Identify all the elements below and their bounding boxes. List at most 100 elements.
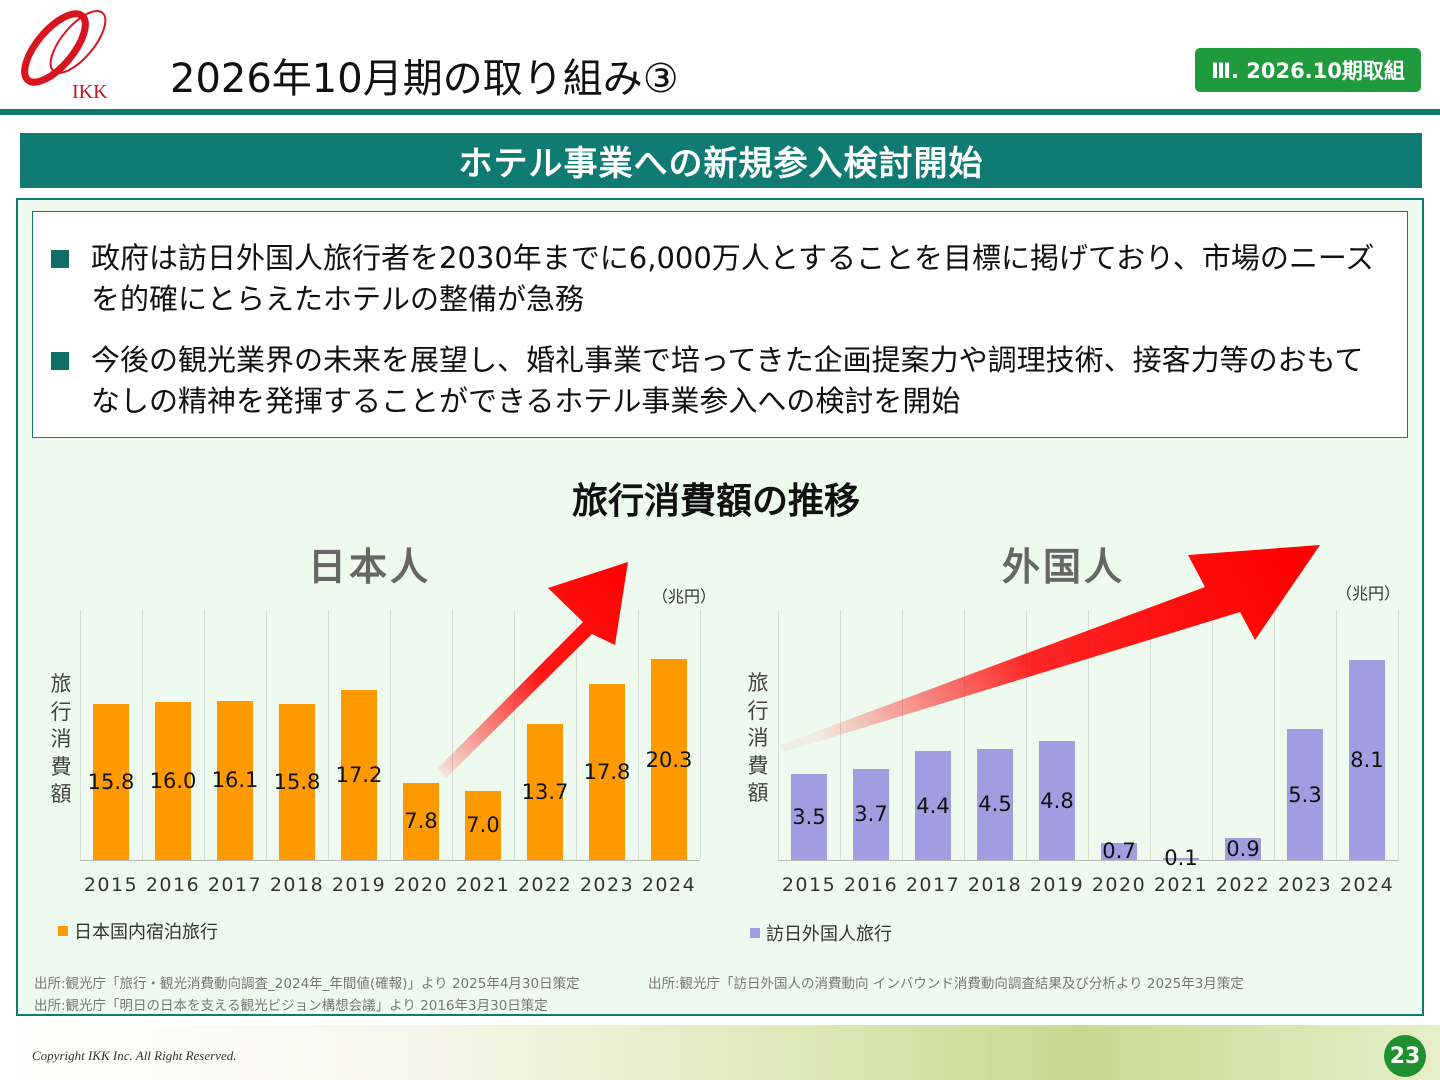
source-note: 出所:観光庁「旅行・観光消費動向調査_2024年_年間値(確報)」より 2025… [34, 976, 580, 992]
x-tick-label: 2015 [781, 874, 837, 896]
bar [93, 703, 129, 860]
bar [217, 700, 253, 860]
x-tick-label: 2019 [1029, 874, 1085, 896]
data-label: 3.7 [854, 802, 888, 827]
data-label: 4.5 [978, 792, 1012, 817]
gridline [1336, 610, 1337, 860]
x-tick-label: 2018 [269, 874, 325, 896]
copyright: Copyright IKK Inc. All Right Reserved. [32, 1048, 237, 1063]
unit-label: （兆円） [1336, 584, 1401, 603]
gridline [142, 610, 143, 860]
gridline [452, 610, 453, 860]
bullet-text: 政府は訪日外国人旅行者を2030年までに6,000万人とすることを目標に掲げてお… [91, 241, 1375, 316]
page-number: 23 [1384, 1035, 1426, 1077]
chart-title-foreign: 外国人 [1002, 545, 1126, 589]
data-label: 0.9 [1226, 836, 1260, 861]
source-note: 出所:観光庁「訪日外国人の消費動向 インバウンド消費動向調査結果及び分析より 2… [648, 976, 1244, 992]
gridline [902, 610, 903, 860]
data-label: 17.8 [583, 759, 631, 784]
legend-label: 訪日外国人旅行 [766, 924, 892, 945]
bar [341, 689, 377, 860]
x-tick-label: 2022 [517, 874, 573, 896]
data-label: 3.5 [792, 804, 826, 829]
bar [651, 659, 687, 860]
gridline [80, 610, 81, 860]
data-label: 4.8 [1040, 788, 1074, 813]
page-title: 2026年10月期の取り組み③ [170, 56, 679, 102]
footer-background [0, 1025, 1440, 1080]
bar [853, 768, 889, 860]
data-label: 0.7 [1102, 839, 1136, 864]
source-note: 出所:観光庁「明日の日本を支える観光ビジョン構想会議」より 2016年3月30日… [34, 998, 548, 1014]
svg-text:IKK: IKK [72, 81, 108, 103]
gridline [1150, 610, 1151, 860]
x-tick-label: 2017 [207, 874, 263, 896]
legend-japanese: 日本国内宿泊旅行 [58, 918, 218, 944]
section-banner: ホテル事業への新規参入検討開始 [20, 133, 1422, 188]
gridline [204, 610, 205, 860]
bar [279, 703, 315, 860]
x-tick-label: 2022 [1215, 874, 1271, 896]
gridline [1026, 610, 1027, 860]
summary-box: 政府は訪日外国人旅行者を2030年までに6,000万人とすることを目標に掲げてお… [32, 211, 1408, 438]
bar [403, 782, 439, 860]
bullet-item: 今後の観光業界の未来を展望し、婚礼事業で培ってきた企画提案力や調理技術、接客力等… [51, 340, 1391, 422]
gridline [638, 610, 639, 860]
bar [1163, 857, 1199, 860]
bullet-item: 政府は訪日外国人旅行者を2030年までに6,000万人とすることを目標に掲げてお… [51, 238, 1391, 320]
bar [1225, 837, 1261, 860]
x-tick-label: 2023 [579, 874, 635, 896]
gridline [390, 610, 391, 860]
bar [1101, 842, 1137, 860]
data-label: 4.4 [916, 793, 950, 818]
bullet-text: 今後の観光業界の未来を展望し、婚礼事業で培ってきた企画提案力や調理技術、接客力等… [91, 343, 1364, 418]
gridline [1274, 610, 1275, 860]
gridline [700, 610, 701, 860]
square-bullet-icon [51, 250, 69, 268]
ikk-logo: IKK [21, 10, 108, 103]
unit-label: （兆円） [652, 587, 717, 606]
header-divider [0, 109, 1440, 115]
y-axis-label: 旅行消費額 [50, 672, 72, 806]
x-tick-label: 2021 [455, 874, 511, 896]
data-label: 13.7 [521, 780, 569, 805]
x-tick-label: 2023 [1277, 874, 1333, 896]
bar [1349, 660, 1385, 860]
bar [791, 773, 827, 860]
x-tick-label: 2016 [145, 874, 201, 896]
x-axis [778, 860, 1398, 861]
data-label: 17.2 [335, 762, 383, 787]
gridline [514, 610, 515, 860]
x-tick-label: 2015 [83, 874, 139, 896]
legend-swatch [58, 926, 68, 936]
x-tick-label: 2019 [331, 874, 387, 896]
gridline [1398, 610, 1399, 860]
y-axis-label: 旅行消費額 [747, 671, 769, 805]
data-label: 7.8 [404, 809, 438, 834]
gridline [964, 610, 965, 860]
gridline [1212, 610, 1213, 860]
gridline [266, 610, 267, 860]
legend-foreign: 訪日外国人旅行 [750, 920, 892, 946]
data-label: 7.0 [466, 813, 500, 838]
x-tick-label: 2016 [843, 874, 899, 896]
square-bullet-icon [51, 352, 69, 370]
data-label: 15.8 [273, 769, 321, 794]
chart-title-japanese: 日本人 [308, 545, 432, 589]
data-label: 0.1 [1164, 846, 1198, 870]
gridline [1088, 610, 1089, 860]
gridline [840, 610, 841, 860]
x-tick-label: 2024 [641, 874, 697, 896]
bar [915, 751, 951, 860]
bar [155, 701, 191, 860]
x-tick-label: 2017 [905, 874, 961, 896]
data-label: 16.0 [149, 768, 197, 793]
gridline [778, 610, 779, 860]
data-label: 8.1 [1350, 748, 1384, 772]
data-label: 16.1 [211, 768, 259, 793]
x-tick-label: 2020 [393, 874, 449, 896]
gridline [328, 610, 329, 860]
x-axis [80, 860, 700, 861]
x-tick-label: 2018 [967, 874, 1023, 896]
gridline [576, 610, 577, 860]
